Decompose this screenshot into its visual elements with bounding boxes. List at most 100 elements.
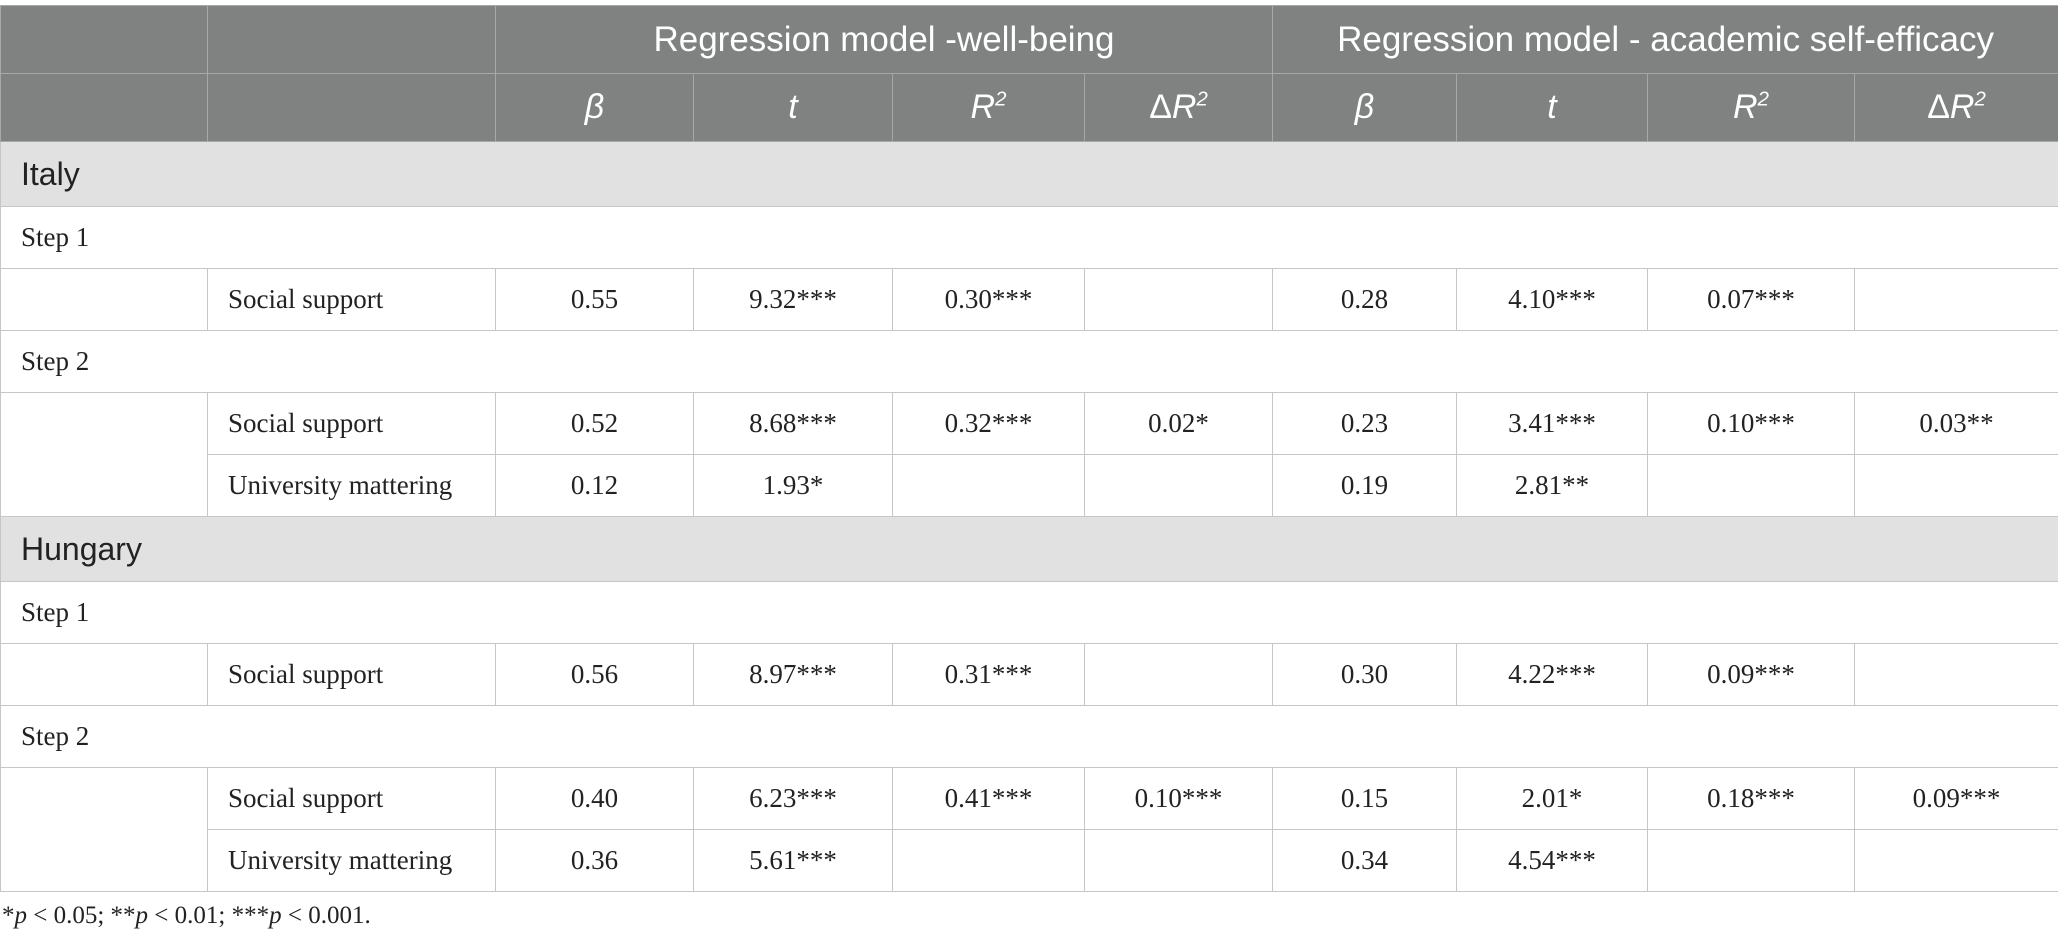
value-cell: 0.28 <box>1272 268 1457 331</box>
header-r-label: R <box>970 88 996 126</box>
header-beta-label: β <box>1354 88 1375 126</box>
value-cell: 0.40 <box>495 767 694 830</box>
country-label: Italy <box>0 141 2058 207</box>
value-cell <box>1084 829 1273 892</box>
table-row: University mattering 0.12 1.93* 0.19 2.8… <box>1 454 2058 517</box>
value-cell: 9.32*** <box>693 268 893 331</box>
footnote-part: < 0.01; *** <box>148 902 270 929</box>
blank-cell <box>0 268 208 331</box>
value-cell: 0.15 <box>1272 767 1457 830</box>
header-r-label: R <box>1949 88 1975 126</box>
country-row-hungary: Hungary <box>0 516 2058 582</box>
header-delta-r2: ΔR2 <box>1084 73 1273 142</box>
value-cell: 8.68*** <box>693 392 893 455</box>
header-r2: R2 <box>1647 73 1855 142</box>
header-r-sup: 2 <box>1757 88 1769 111</box>
variable-cell: Social support <box>207 767 496 830</box>
header-r2: R2 <box>892 73 1085 142</box>
value-cell <box>1647 829 1855 892</box>
step-label: Step 1 <box>0 206 2058 269</box>
value-cell: 3.41*** <box>1456 392 1648 455</box>
footnote-p: p <box>14 902 28 929</box>
header-blank-cell <box>0 73 208 142</box>
country-label: Hungary <box>0 516 2058 582</box>
value-cell <box>1084 643 1273 706</box>
value-cell: 0.34 <box>1272 829 1457 892</box>
step-label: Step 2 <box>0 330 2058 393</box>
header-r-sup: 2 <box>1196 88 1208 111</box>
table-row: Social support 0.40 6.23*** 0.41*** 0.10… <box>0 767 2058 892</box>
value-cell <box>892 829 1085 892</box>
header-delta-label: Δ <box>1149 88 1172 126</box>
footnote-part: < 0.001. <box>281 902 371 929</box>
value-cell: 0.55 <box>495 268 694 331</box>
value-cell: 0.10*** <box>1084 767 1273 830</box>
blank-cell <box>0 392 208 517</box>
value-cell: 2.81** <box>1456 454 1648 517</box>
blank-cell <box>0 643 208 706</box>
table-row: Social support 0.55 9.32*** 0.30*** 0.28… <box>0 268 2058 331</box>
header-blank-cell <box>0 5 208 74</box>
value-cell: 0.18*** <box>1647 767 1855 830</box>
header-row-groups: Regression model -well-being Regression … <box>0 5 2058 74</box>
blank-cell <box>0 767 208 892</box>
value-cell <box>1084 454 1273 517</box>
value-cell <box>1853 643 2058 706</box>
header-t-label: t <box>788 88 798 126</box>
regression-table: Regression model -well-being Regression … <box>0 5 2058 892</box>
header-row-stats: β t R2 ΔR2 β t R2 ΔR2 <box>0 73 2058 142</box>
value-cell <box>1084 268 1273 331</box>
footnote-part: < 0.05; ** <box>27 902 136 929</box>
value-cell: 2.01* <box>1456 767 1648 830</box>
value-cell: 6.23*** <box>693 767 893 830</box>
step-row: Step 1 <box>0 581 2058 644</box>
value-cell: 0.36 <box>495 829 694 892</box>
value-cell: 8.97*** <box>693 643 893 706</box>
table-row: University mattering 0.36 5.61*** 0.34 4… <box>1 829 2058 892</box>
footnote-p: p <box>135 902 149 929</box>
variable-cell: Social support <box>207 392 496 455</box>
footnote-part: * <box>2 902 15 929</box>
header-beta-label: β <box>584 88 605 126</box>
value-cell <box>892 454 1085 517</box>
country-row-italy: Italy <box>0 141 2058 207</box>
step-row: Step 2 <box>0 705 2058 768</box>
variable-cell: University mattering <box>207 829 496 892</box>
header-r-label: R <box>1171 88 1197 126</box>
value-cell: 0.09*** <box>1647 643 1855 706</box>
header-r-label: R <box>1733 88 1758 126</box>
value-cell: 0.09*** <box>1853 767 2058 830</box>
value-cell <box>1853 268 2058 331</box>
footnote-p: p <box>269 902 282 929</box>
header-delta-r2: ΔR2 <box>1853 73 2058 142</box>
header-t: t <box>693 73 893 142</box>
step-row: Step 2 <box>0 330 2058 393</box>
value-cell: 0.23 <box>1272 392 1457 455</box>
header-group-self-efficacy: Regression model - academic self-efficac… <box>1271 5 2058 74</box>
value-cell: 0.31*** <box>892 643 1085 706</box>
value-cell: 0.56 <box>495 643 694 706</box>
regression-table-container: Regression model -well-being Regression … <box>0 5 2058 892</box>
table-row: Social support 0.52 8.68*** 0.32*** 0.02… <box>0 392 2058 517</box>
value-cell <box>1853 829 2058 892</box>
value-cell: 0.12 <box>495 454 694 517</box>
value-cell: 4.54*** <box>1456 829 1648 892</box>
value-cell: 0.19 <box>1272 454 1457 517</box>
variable-cell: Social support <box>207 268 496 331</box>
header-r-sup: 2 <box>1974 88 1986 111</box>
step-row: Step 1 <box>0 206 2058 269</box>
value-cell <box>1647 454 1855 517</box>
step-label: Step 2 <box>0 705 2058 768</box>
header-beta: β <box>1272 73 1457 142</box>
header-blank-cell <box>207 5 496 74</box>
header-beta: β <box>495 73 694 142</box>
header-group-wellbeing: Regression model -well-being <box>495 5 1273 74</box>
value-cell: 0.52 <box>495 392 694 455</box>
header-delta-label: Δ <box>1927 88 1950 126</box>
header-t: t <box>1456 73 1648 142</box>
value-cell <box>1853 454 2058 517</box>
value-cell: 0.41*** <box>892 767 1085 830</box>
value-cell: 0.32*** <box>892 392 1085 455</box>
table-footnote: *p < 0.05; **p < 0.01; ***p < 0.001. <box>2 902 371 930</box>
value-cell: 0.10*** <box>1647 392 1855 455</box>
